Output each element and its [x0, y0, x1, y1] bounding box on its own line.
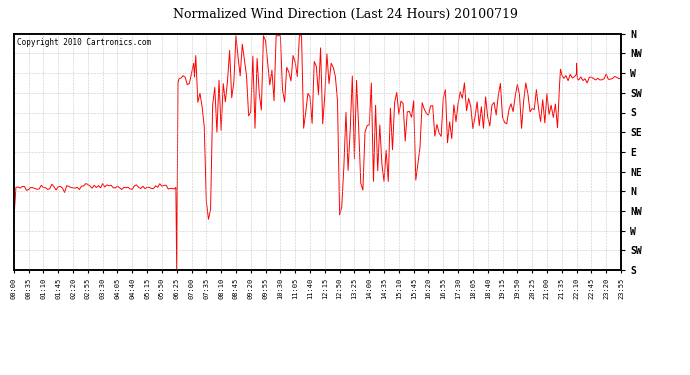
- Text: Normalized Wind Direction (Last 24 Hours) 20100719: Normalized Wind Direction (Last 24 Hours…: [172, 8, 518, 21]
- Text: Copyright 2010 Cartronics.com: Copyright 2010 Cartronics.com: [17, 39, 151, 48]
